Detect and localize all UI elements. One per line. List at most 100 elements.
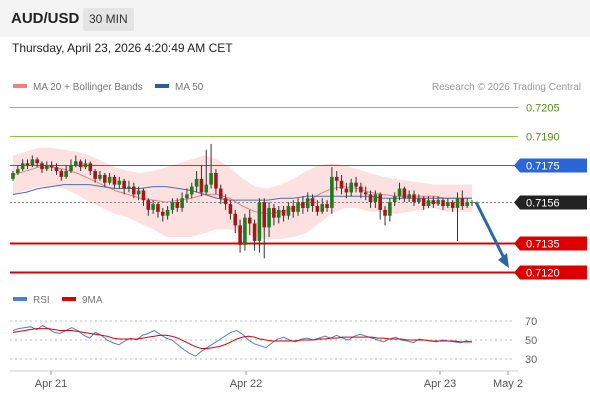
timeframe-button[interactable]: 30 MIN [83,8,134,31]
rsi-legend-label: RSI [33,295,50,306]
candle-body [388,202,392,216]
level-tag-0.7135 [514,236,587,251]
candle-body [276,209,281,218]
level-value-0.7175: 0.7175 [526,161,560,173]
candle-body [11,173,15,179]
candle-body [339,180,344,189]
rsi-legend-swatch [13,297,27,301]
candle-body [315,206,320,212]
rsi-panel: 70 50 30 [10,316,537,366]
candle-body [214,173,218,189]
candle-body [141,190,146,201]
candle-body [383,209,387,216]
candle-body [107,176,112,183]
candle-body [320,204,325,212]
candle-body [59,171,64,177]
candle-body [363,192,368,195]
candle-body [88,163,93,172]
candle-body [354,182,358,187]
candle-body [344,188,349,193]
candle-body [450,202,455,208]
candle-body [117,180,122,185]
candle-body [330,176,334,208]
candle-body [402,188,407,199]
candle-body [54,167,59,172]
candle-body [49,165,54,168]
candle-body [305,198,310,208]
candle-body [392,196,397,203]
candle-body [170,202,175,210]
candle-body [296,202,300,212]
candle-body [151,204,155,210]
candle-body [64,171,68,177]
candle-body [407,194,411,199]
candle-body [233,213,238,226]
candle-body [272,207,276,218]
candle-body [25,163,30,166]
candle-body [470,202,474,204]
x-axis: Apr 21 Apr 22 Apr 23 May 2 [35,371,523,390]
candle-body [441,200,445,206]
candle-body [185,194,189,199]
candlesticks [11,143,474,259]
candle-body [180,198,184,208]
candle-body [460,198,465,206]
rsi-tick-70: 70 [525,316,537,328]
candle-body [281,209,286,216]
candle-body [446,202,450,206]
rsi-line [12,325,473,357]
level-tag-0.7156 [514,195,587,210]
ma50-legend-label: MA 50 [175,82,204,93]
header-bar: AUD/USD 30 MIN [0,0,590,37]
level-value-0.7120: 0.7120 [526,268,560,280]
forecast-arrow-shaft [474,201,507,261]
candle-body [421,198,426,206]
candle-body [426,200,431,206]
candle-body [301,202,305,208]
candle-body [93,171,97,179]
candle-body [199,178,204,193]
rsi-ma-legend-label: 9MA [82,295,103,306]
rsi-ma-legend-swatch [62,297,76,301]
candle-body [286,206,291,216]
candle-body [262,202,267,228]
ma20-legend-label: MA 20 + Bollinger Bands [33,82,143,93]
symbol-title: AUD/USD [11,10,80,27]
copyright-label: Research © 2026 Trading Central [432,82,581,93]
candle-body [218,188,223,199]
candle-body [156,204,160,212]
datetime-label: Thursday, April 23, 2026 4:20:49 AM CET [12,41,233,55]
candle-body [83,163,88,168]
candle-body [257,202,262,241]
candle-body [131,186,136,195]
candle-body [412,194,416,203]
candle-body [359,186,363,193]
candle-body [349,182,354,193]
rsi-tick-50: 50 [525,335,537,347]
candle-body [291,206,296,212]
candle-body [40,163,44,170]
candle-body [30,159,35,166]
candle-body [127,186,131,189]
level-value-0.7190: 0.7190 [526,132,560,144]
candle-body [45,165,49,170]
candle-body [373,194,378,203]
level-value-0.7205: 0.7205 [526,103,560,115]
candle-body [252,223,257,241]
candle-body [98,174,102,179]
candle-body [78,161,83,168]
level-tag-0.7120 [514,265,587,280]
ma20-legend-swatch [13,84,27,88]
bollinger-band-area [13,147,472,239]
candle-body [35,159,39,164]
rsi-tick-30: 30 [525,354,537,366]
level-value-0.7156: 0.7156 [526,198,560,210]
candle-body [160,211,165,216]
candle-body [189,186,194,195]
candle-body [175,202,180,208]
candle-body [455,198,460,208]
candle-body [417,198,421,203]
ma50-legend-swatch [155,84,169,88]
candle-body [436,200,440,205]
